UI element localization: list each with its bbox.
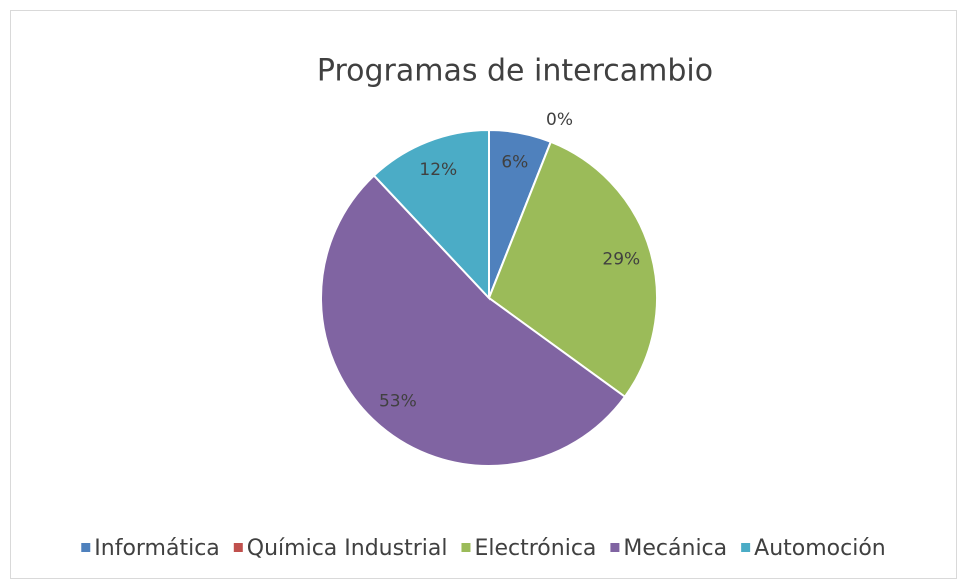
data-label: 12% [419,160,457,180]
data-label: 0% [546,110,573,130]
chart-title: Programas de intercambio [317,54,713,89]
legend-label: Mecánica [623,536,727,561]
legend-swatch [741,543,751,552]
pie-slice [372,128,490,301]
pie-slice [320,174,627,467]
legend-label: Electrónica [474,536,596,561]
data-label: 29% [602,250,640,270]
legend-swatch [81,543,91,552]
legend-label: Informática [94,536,220,561]
data-label: 6% [501,153,528,173]
legend-swatch [461,543,471,552]
legend-swatch [610,543,620,552]
pie-slice [487,140,658,399]
legend-label: Química Industrial [247,536,448,561]
data-label: 53% [379,391,417,411]
legend-swatch [233,543,243,552]
legend-label: Automoción [754,536,886,561]
